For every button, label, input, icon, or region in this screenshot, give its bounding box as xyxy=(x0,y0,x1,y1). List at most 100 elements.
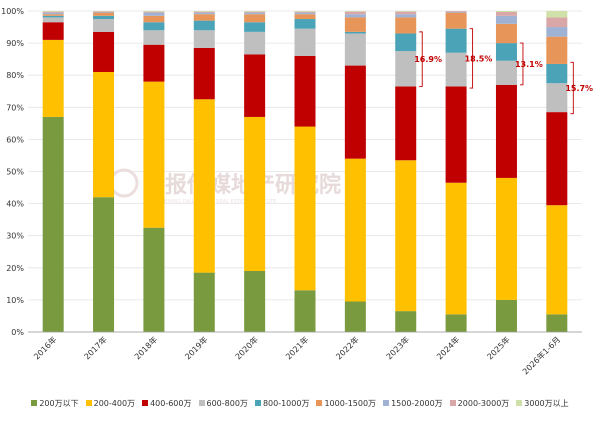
y-tick-label: 90% xyxy=(6,39,24,48)
legend-item: 1500-2000万 xyxy=(383,398,443,409)
legend-swatch xyxy=(449,400,456,406)
legend-item: 2000-3000万 xyxy=(449,398,510,409)
bar-segment xyxy=(445,86,467,183)
bar-segment xyxy=(395,311,417,332)
bar-segment xyxy=(143,30,165,45)
x-tick-label: 2024年 xyxy=(434,334,461,361)
bar-segment xyxy=(294,290,316,332)
bar-segment xyxy=(244,271,266,332)
legend-label: 800-1000万 xyxy=(262,398,310,408)
bar-segment xyxy=(495,11,517,12)
legend-label: 1000-1500万 xyxy=(324,398,377,408)
bar-segment xyxy=(42,39,64,117)
legend-label: 200万以下 xyxy=(39,398,79,408)
bar-segment xyxy=(546,63,568,84)
bar-segment xyxy=(344,158,366,302)
bar-segment xyxy=(244,12,266,15)
legend-swatch xyxy=(198,400,205,406)
bar-segment xyxy=(193,47,215,100)
bar-segment xyxy=(93,12,115,16)
bar-segment xyxy=(344,11,366,12)
bar-segment xyxy=(445,182,467,315)
legend-label: 400-600万 xyxy=(150,398,192,408)
y-tick-label: 100% xyxy=(1,7,24,16)
bar-segment xyxy=(546,27,568,37)
bar-segment xyxy=(193,272,215,332)
legend-swatch xyxy=(142,400,149,406)
bar-segment xyxy=(143,81,165,228)
bar-segment xyxy=(495,177,517,300)
bar-segment xyxy=(93,11,115,13)
bar-segment xyxy=(495,60,517,85)
bar-segment xyxy=(294,11,316,12)
bar-segment xyxy=(395,11,417,15)
bar-segment xyxy=(42,116,64,333)
annotation-label: 16.9% xyxy=(414,55,442,64)
legend-label: 3000万以上 xyxy=(524,398,569,408)
bar-segment xyxy=(546,11,568,18)
legend-swatch xyxy=(85,400,92,406)
legend-item: 800-1000万 xyxy=(254,398,310,409)
bar-segment xyxy=(344,33,366,66)
bar-segment xyxy=(495,15,517,24)
watermark-logo-icon xyxy=(109,168,139,198)
x-tick-label: 2026年1-6月 xyxy=(520,334,562,376)
bar-segment xyxy=(294,55,316,127)
annotation-bracket xyxy=(570,61,574,115)
bar-segment xyxy=(395,86,417,161)
legend-swatch xyxy=(516,400,523,406)
bar-segment xyxy=(294,12,316,15)
annotation-label: 18.5% xyxy=(465,54,493,63)
watermark-subtitle: ZHEJIANG DAILY MEDIA REAL ESTATE INSTITU… xyxy=(157,199,276,205)
annotation-bracket xyxy=(469,28,474,89)
x-tick-label: 2021年 xyxy=(283,334,310,361)
bar-segment xyxy=(546,112,568,206)
bar-segment xyxy=(294,11,316,13)
bar-segment xyxy=(244,11,266,13)
y-tick-label: 80% xyxy=(6,71,24,80)
bar-segment xyxy=(445,314,467,332)
bar-segment xyxy=(143,22,165,31)
legend: 200万以下 200-400万 400-600万 600-800万 800-1000万 1… xyxy=(0,396,600,410)
y-tick-label: 10% xyxy=(6,296,24,305)
bar-segment xyxy=(42,12,64,15)
bar-segment xyxy=(344,31,366,34)
bar-segment xyxy=(244,11,266,12)
bar-segment xyxy=(193,20,215,31)
x-tick-label: 2020年 xyxy=(233,334,260,361)
legend-item: 200万以下 xyxy=(31,398,79,409)
bar-segment xyxy=(193,11,215,13)
legend-item: 600-800万 xyxy=(198,398,248,409)
legend-item: 3000万以上 xyxy=(516,398,569,409)
legend-item: 1000-1500万 xyxy=(316,398,376,409)
bar-segment xyxy=(495,43,517,61)
bar-segment xyxy=(143,15,165,23)
bar-segment xyxy=(546,205,568,315)
x-axis: 2016年 2017年 2018年 2019年 2020年 2021年 2022年 2023年… xyxy=(31,334,562,376)
bar-segment xyxy=(546,314,568,332)
bar-segment xyxy=(193,14,215,21)
legend-item: 400-600万 xyxy=(142,398,192,409)
bar-segment xyxy=(143,12,165,16)
bar-segment xyxy=(294,28,316,56)
bar-segment xyxy=(546,36,568,64)
bar-segment xyxy=(546,17,568,28)
bar-segment xyxy=(42,22,64,40)
bar-segment xyxy=(93,71,115,198)
bar-segment xyxy=(93,197,115,332)
bar-segment xyxy=(244,116,266,272)
bar-segment xyxy=(495,23,517,44)
x-tick-label: 2017年 xyxy=(82,334,109,361)
legend-swatch xyxy=(383,400,390,406)
y-tick-label: 60% xyxy=(6,135,24,144)
bar-segment xyxy=(244,22,266,32)
bar-segment xyxy=(42,14,64,16)
bar-segment xyxy=(344,17,366,32)
bar-segment xyxy=(495,84,517,178)
legend-swatch xyxy=(31,400,38,406)
legend-label: 600-800万 xyxy=(206,398,248,408)
bar-segment xyxy=(395,11,417,12)
bar-segment xyxy=(193,30,215,48)
legend-label: 2000-3000万 xyxy=(457,398,510,408)
